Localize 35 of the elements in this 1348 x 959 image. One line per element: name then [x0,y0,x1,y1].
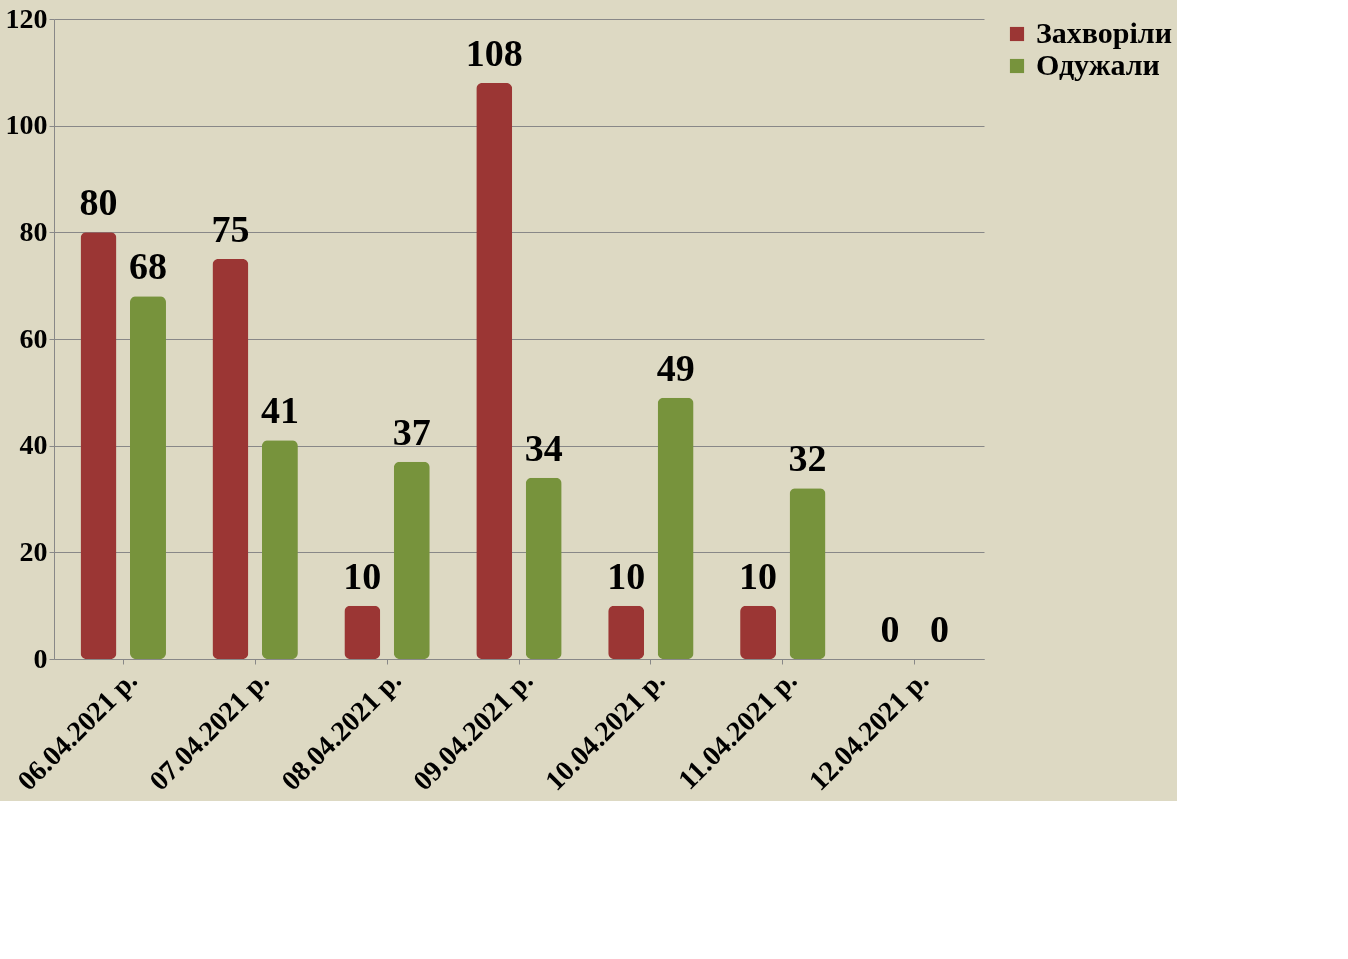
y-tick-label: 80 [19,215,48,247]
bar [80,232,117,659]
data-label: 34 [524,426,563,469]
data-label: 0 [929,608,949,650]
bar [129,296,166,659]
legend-label: Одужали [1036,48,1160,81]
data-label: 10 [607,554,646,597]
y-tick-label: 100 [5,109,48,141]
y-tick-label: 60 [19,322,48,354]
bar [608,605,645,659]
data-label: 10 [739,554,778,597]
bar [525,477,562,659]
y-tick-label: 40 [19,429,48,461]
data-label: 49 [656,346,695,389]
bar [393,461,430,659]
data-label: 68 [128,245,167,288]
bar [212,259,249,659]
data-label: 41 [260,389,299,432]
data-label: 0 [880,608,900,650]
data-label: 108 [465,32,523,74]
data-label: 75 [211,208,250,250]
bar [261,440,298,659]
data-label: 32 [788,437,827,480]
data-label: 10 [343,554,382,597]
data-label: 37 [392,410,431,453]
bar [789,488,826,659]
data-label: 80 [79,181,118,224]
bar [740,605,777,659]
y-tick-label: 0 [33,642,48,674]
legend-label: Захворіли [1036,16,1172,49]
bar [344,605,381,659]
bar [657,397,694,659]
y-tick-label: 20 [19,535,48,567]
bar [476,83,513,659]
y-tick-label: 120 [5,2,48,34]
